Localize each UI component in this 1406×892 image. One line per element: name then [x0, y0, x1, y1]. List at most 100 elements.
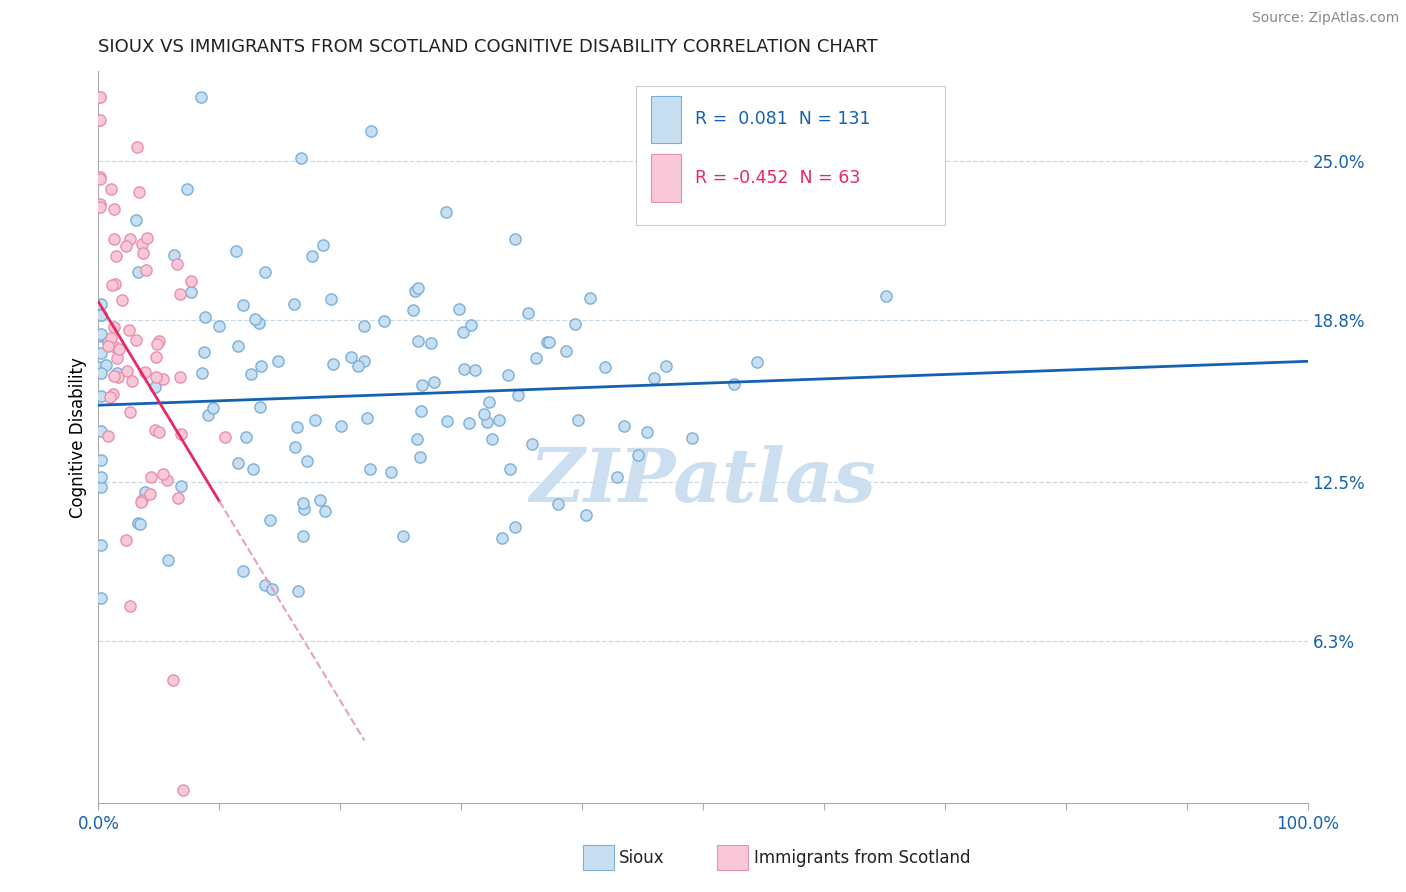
- Point: [330, 418, 353, 433]
- Point: [506, 388, 529, 402]
- Point: [287, 584, 309, 599]
- Point: [524, 351, 547, 366]
- Point: [593, 360, 616, 375]
- Point: [409, 404, 432, 418]
- Point: [202, 401, 225, 416]
- Point: [101, 387, 124, 401]
- Point: [90, 480, 112, 494]
- Point: [103, 368, 125, 383]
- Point: [536, 335, 558, 350]
- Point: [373, 314, 395, 328]
- Point: [436, 414, 458, 428]
- Point: [301, 249, 323, 263]
- Point: [247, 317, 270, 331]
- Point: [488, 413, 510, 427]
- Point: [340, 350, 363, 364]
- Point: [449, 301, 471, 316]
- Point: [208, 318, 231, 333]
- Point: [613, 419, 636, 434]
- Point: [226, 339, 249, 353]
- Point: [152, 372, 174, 386]
- Point: [567, 413, 589, 427]
- Point: [145, 370, 167, 384]
- Point: [451, 325, 474, 339]
- Point: [89, 112, 111, 127]
- Text: ZIPatlas: ZIPatlas: [530, 445, 876, 517]
- Point: [143, 423, 166, 437]
- Point: [90, 309, 112, 323]
- Point: [169, 479, 191, 493]
- Y-axis label: Cognitive Disability: Cognitive Disability: [69, 357, 87, 517]
- Point: [875, 289, 897, 303]
- Point: [90, 469, 112, 483]
- Point: [90, 297, 112, 311]
- Point: [118, 599, 141, 613]
- Point: [89, 200, 111, 214]
- FancyBboxPatch shape: [651, 96, 682, 144]
- Point: [627, 448, 650, 462]
- Point: [516, 306, 538, 320]
- Point: [138, 487, 160, 501]
- Point: [105, 366, 128, 380]
- Point: [322, 357, 344, 371]
- Point: [499, 462, 522, 476]
- Point: [259, 513, 281, 527]
- Point: [458, 417, 481, 431]
- Point: [420, 336, 443, 351]
- Point: [105, 249, 128, 263]
- Text: R =  0.081  N = 131: R = 0.081 N = 131: [695, 111, 870, 128]
- Point: [190, 90, 212, 104]
- Point: [292, 501, 315, 516]
- Point: [103, 320, 125, 334]
- Point: [134, 365, 156, 379]
- Point: [453, 362, 475, 376]
- Point: [89, 197, 111, 211]
- Point: [242, 462, 264, 476]
- Point: [309, 493, 332, 508]
- Point: [214, 430, 236, 444]
- Point: [249, 400, 271, 414]
- Point: [107, 369, 129, 384]
- Point: [359, 461, 381, 475]
- Point: [89, 172, 111, 186]
- Point: [578, 291, 600, 305]
- Text: Source: ZipAtlas.com: Source: ZipAtlas.com: [1251, 11, 1399, 25]
- Point: [89, 90, 111, 104]
- Point: [127, 516, 149, 530]
- Point: [464, 363, 486, 377]
- Point: [240, 368, 263, 382]
- Point: [723, 377, 745, 392]
- Point: [284, 440, 307, 454]
- Point: [232, 565, 254, 579]
- Point: [145, 350, 167, 364]
- Point: [90, 326, 112, 341]
- Point: [406, 280, 429, 294]
- Point: [411, 378, 433, 392]
- Point: [115, 364, 138, 378]
- Point: [90, 328, 112, 343]
- Point: [104, 277, 127, 291]
- Point: [285, 420, 308, 434]
- Point: [491, 531, 513, 545]
- Point: [152, 467, 174, 481]
- Point: [100, 182, 122, 196]
- Point: [172, 783, 194, 797]
- Point: [180, 285, 202, 299]
- Point: [166, 491, 188, 505]
- Point: [606, 470, 628, 484]
- Point: [97, 428, 120, 442]
- Point: [129, 516, 152, 531]
- Point: [94, 358, 117, 372]
- Point: [319, 292, 342, 306]
- Point: [474, 407, 496, 421]
- Point: [118, 232, 141, 246]
- Point: [434, 205, 457, 219]
- Point: [135, 263, 157, 277]
- Point: [107, 351, 129, 365]
- Point: [655, 359, 678, 373]
- Point: [115, 533, 138, 547]
- Point: [90, 346, 112, 360]
- Point: [146, 337, 169, 351]
- Point: [291, 495, 314, 509]
- Point: [90, 389, 112, 403]
